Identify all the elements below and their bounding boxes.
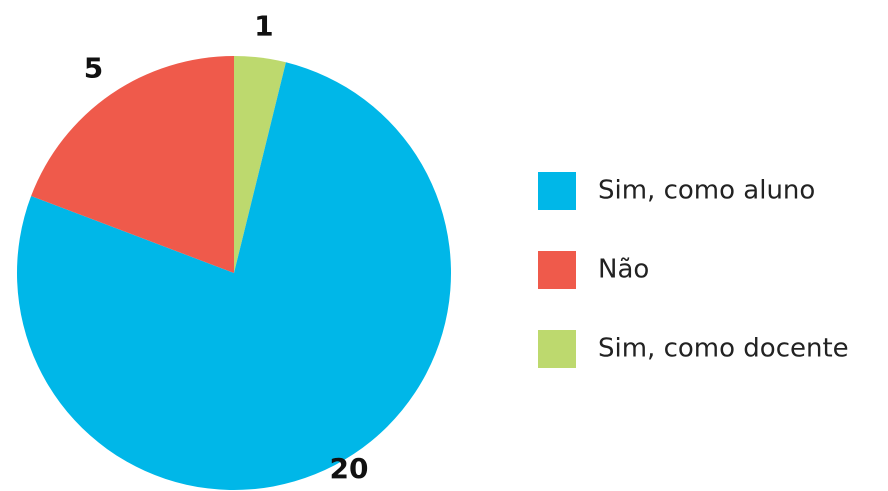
- data-label: 20: [329, 452, 368, 485]
- pie-slice: [31, 56, 235, 273]
- pie-slice: [234, 56, 286, 273]
- legend-swatch: [538, 330, 576, 368]
- legend-swatch: [538, 251, 576, 289]
- legend-label: Não: [598, 255, 649, 285]
- data-label: 5: [84, 51, 103, 84]
- legend-label: Sim, como docente: [598, 334, 849, 364]
- legend-swatch: [538, 172, 576, 210]
- data-label: 1: [254, 9, 273, 42]
- legend-label: Sim, como aluno: [598, 176, 815, 206]
- pie-slice: [17, 62, 451, 490]
